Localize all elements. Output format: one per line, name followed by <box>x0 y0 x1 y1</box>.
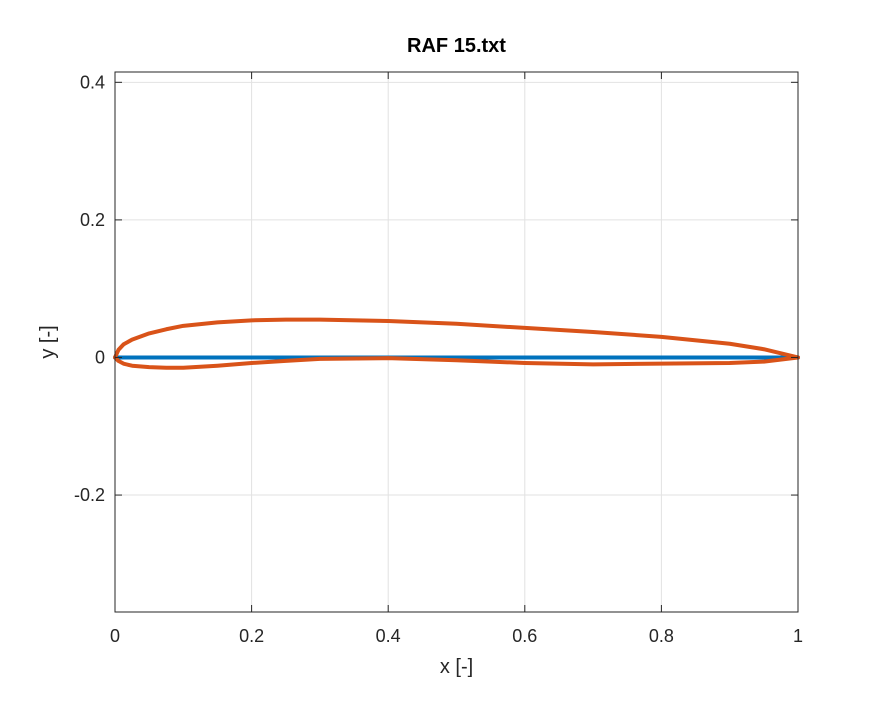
x-tick-label: 0.6 <box>512 626 537 646</box>
axes-background <box>115 72 798 612</box>
x-tick-label: 0.2 <box>239 626 264 646</box>
y-tick-labels: -0.2 0 0.2 0.4 <box>74 72 105 505</box>
tick-marks <box>114 72 799 612</box>
x-tick-label: 0.4 <box>376 626 401 646</box>
chart-title: RAF 15.txt <box>407 35 506 57</box>
y-tick-label: 0.4 <box>80 72 105 92</box>
x-tick-label: 0 <box>110 626 120 646</box>
x-tick-label: 1 <box>793 626 803 646</box>
y-tick-label: 0 <box>95 347 105 367</box>
x-axis-label: x [-] <box>440 656 473 678</box>
y-tick-label: -0.2 <box>74 485 105 505</box>
x-tick-labels: 0 0.2 0.4 0.6 0.8 1 <box>110 626 803 646</box>
y-tick-label: 0.2 <box>80 210 105 230</box>
y-axis-label: y [-] <box>37 325 59 358</box>
plot-area <box>113 71 800 613</box>
axes-box <box>114 71 799 613</box>
x-tick-label: 0.8 <box>649 626 674 646</box>
